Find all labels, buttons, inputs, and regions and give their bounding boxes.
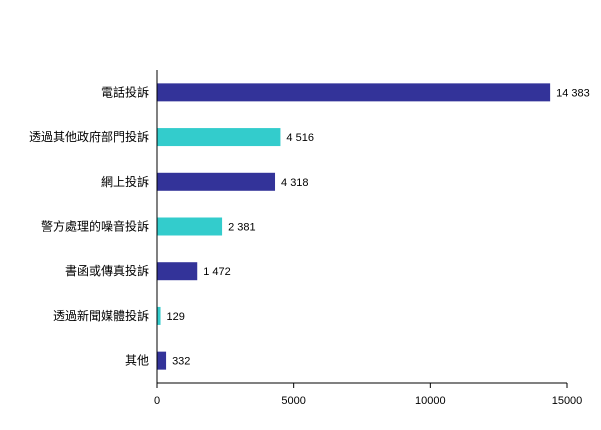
bar-0	[157, 83, 551, 102]
x-tick-label-3: 15000	[552, 395, 583, 407]
category-label-2: 網上投訴	[101, 174, 149, 189]
axes-group	[156, 70, 567, 384]
value-label-0: 14 383	[556, 87, 590, 99]
category-label-6: 其他	[125, 354, 149, 368]
bar-6	[157, 351, 167, 370]
x-tick-label-2: 10000	[415, 395, 446, 407]
bar-5	[157, 306, 161, 325]
value-label-1: 4 516	[286, 132, 314, 144]
x-tick-label-0: 0	[154, 395, 160, 407]
bar-4	[157, 262, 198, 281]
value-label-3: 2 381	[228, 222, 256, 234]
value-label-6: 332	[172, 356, 190, 368]
x-tick-label-1: 5000	[281, 395, 305, 407]
bar-1	[157, 128, 281, 147]
value-labels-group: 14 383 4 516 4 318 2 381 1 472 129 332	[167, 87, 590, 367]
category-label-5: 透過新聞媒體投訴	[53, 308, 149, 323]
category-label-1: 透過其他政府部門投訴	[29, 129, 149, 144]
bars-group	[157, 83, 551, 370]
bar-2	[157, 172, 276, 191]
value-label-4: 1 472	[203, 266, 231, 278]
category-label-4: 書函或傳真投訴	[65, 263, 149, 278]
value-label-5: 129	[167, 311, 185, 323]
category-label-3: 警方處理的噪音投訴	[41, 219, 149, 234]
value-label-2: 4 318	[281, 177, 309, 189]
x-ticks-group: 0 5000 10000 15000	[154, 383, 582, 407]
category-labels-group: 電話投訴透過其他政府部門投訴網上投訴警方處理的噪音投訴書函或傳真投訴透過新聞媒體…	[29, 84, 149, 367]
bar-3	[157, 217, 223, 236]
category-label-0: 電話投訴	[101, 84, 149, 99]
